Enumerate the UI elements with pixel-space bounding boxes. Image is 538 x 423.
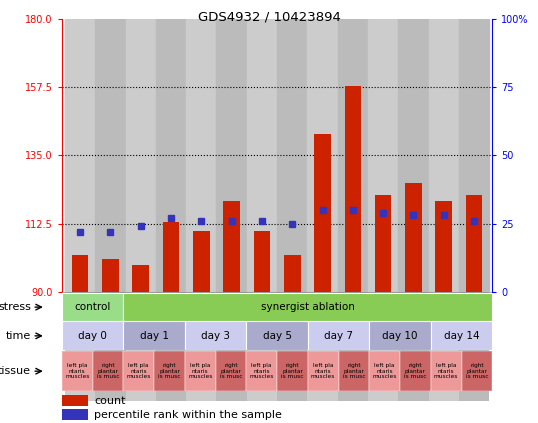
Bar — [132, 265, 149, 292]
Text: left pla
ntaris
muscles: left pla ntaris muscles — [434, 363, 458, 379]
Bar — [435, 201, 452, 292]
Bar — [429, 292, 459, 401]
Bar — [95, 292, 125, 401]
Text: percentile rank within the sample: percentile rank within the sample — [94, 409, 282, 420]
Bar — [462, 351, 492, 391]
Text: right
plantar
is musc: right plantar is musc — [281, 363, 303, 379]
Text: stress: stress — [0, 302, 31, 312]
Bar — [400, 351, 431, 391]
Bar — [431, 351, 462, 391]
Text: right
plantar
is musc: right plantar is musc — [158, 363, 181, 379]
Bar — [246, 351, 277, 391]
Bar — [216, 292, 247, 401]
Bar — [338, 351, 369, 391]
Text: right
plantar
is musc: right plantar is musc — [343, 363, 365, 379]
Bar — [185, 351, 216, 391]
Bar — [95, 19, 125, 292]
Bar — [375, 195, 392, 292]
Text: right
plantar
is musc: right plantar is musc — [97, 363, 119, 379]
Text: GDS4932 / 10423894: GDS4932 / 10423894 — [197, 11, 341, 24]
Text: left pla
ntaris
muscles: left pla ntaris muscles — [126, 363, 151, 379]
Text: right
plantar
is musc: right plantar is musc — [220, 363, 242, 379]
Bar — [185, 321, 246, 350]
Bar — [156, 292, 186, 401]
Bar — [405, 183, 422, 292]
Bar — [307, 292, 338, 401]
Bar — [308, 351, 338, 391]
Text: day 3: day 3 — [201, 331, 230, 341]
Bar — [277, 19, 307, 292]
Bar — [246, 321, 308, 350]
Bar — [368, 292, 398, 401]
Bar — [398, 292, 429, 401]
Bar — [154, 351, 185, 391]
Bar — [186, 19, 216, 292]
Bar — [123, 351, 154, 391]
Bar — [216, 351, 246, 391]
Bar — [277, 351, 308, 391]
Text: time: time — [6, 331, 31, 341]
Bar — [62, 395, 88, 407]
Text: day 14: day 14 — [444, 331, 479, 341]
Text: control: control — [74, 302, 111, 312]
Bar — [247, 292, 277, 401]
Text: left pla
ntaris
muscles: left pla ntaris muscles — [250, 363, 274, 379]
Bar — [216, 19, 247, 292]
Bar — [466, 195, 483, 292]
Bar — [62, 321, 123, 350]
Bar — [62, 293, 123, 321]
Bar — [338, 292, 368, 401]
Bar — [459, 19, 489, 292]
Text: left pla
ntaris
muscles: left pla ntaris muscles — [65, 363, 89, 379]
Bar — [307, 19, 338, 292]
Text: day 7: day 7 — [324, 331, 353, 341]
Text: synergist ablation: synergist ablation — [261, 302, 355, 312]
Bar — [223, 201, 240, 292]
Bar — [93, 351, 123, 391]
Text: right
plantar
is musc: right plantar is musc — [466, 363, 488, 379]
Bar — [156, 19, 186, 292]
Bar — [429, 19, 459, 292]
Bar — [102, 258, 119, 292]
Bar — [123, 293, 492, 321]
Bar — [72, 255, 88, 292]
Bar — [186, 292, 216, 401]
Text: left pla
ntaris
muscles: left pla ntaris muscles — [372, 363, 397, 379]
Bar — [62, 409, 88, 420]
Bar — [123, 321, 185, 350]
Text: left pla
ntaris
muscles: left pla ntaris muscles — [311, 363, 335, 379]
Bar — [65, 292, 95, 401]
Bar — [398, 19, 429, 292]
Bar — [162, 222, 179, 292]
Bar — [369, 321, 431, 350]
Bar — [247, 19, 277, 292]
Bar — [62, 351, 93, 391]
Bar — [338, 19, 368, 292]
Text: day 10: day 10 — [383, 331, 418, 341]
Bar — [125, 19, 156, 292]
Text: day 0: day 0 — [78, 331, 107, 341]
Bar — [125, 292, 156, 401]
Bar — [344, 86, 361, 292]
Text: day 1: day 1 — [139, 331, 168, 341]
Bar — [308, 321, 369, 350]
Text: left pla
ntaris
muscles: left pla ntaris muscles — [188, 363, 213, 379]
Text: day 5: day 5 — [263, 331, 292, 341]
Bar — [65, 19, 95, 292]
Bar — [314, 134, 331, 292]
Bar — [277, 292, 307, 401]
Bar — [284, 255, 301, 292]
Bar — [369, 351, 400, 391]
Bar — [431, 321, 492, 350]
Text: tissue: tissue — [0, 366, 31, 376]
Text: right
plantar
is musc: right plantar is musc — [404, 363, 427, 379]
Bar — [193, 231, 210, 292]
Bar — [253, 231, 270, 292]
Text: count: count — [94, 396, 126, 406]
Bar — [368, 19, 398, 292]
Bar — [459, 292, 489, 401]
